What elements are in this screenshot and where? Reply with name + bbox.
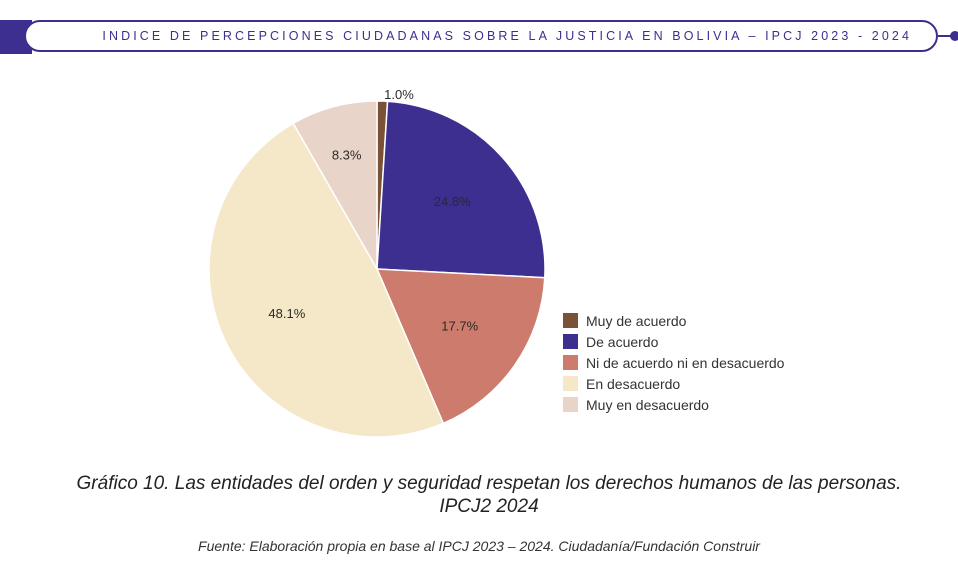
- legend-label: De acuerdo: [586, 333, 659, 350]
- chart-legend: Muy de acuerdo De acuerdo Ni de acuerdo ni…: [563, 310, 784, 415]
- legend-label: Ni de acuerdo ni en desacuerdo: [586, 354, 785, 371]
- pie-slice-muy-en-desacuerdo: [292, 100, 378, 272]
- legend-swatch: [563, 397, 578, 412]
- legend-swatch: [563, 313, 578, 328]
- legend-item: En desacuerdo: [563, 373, 784, 394]
- caption-text: Las entidades del orden y seguridad resp…: [169, 473, 902, 517]
- header-end-dot: [950, 31, 958, 41]
- legend-item: Muy en desacuerdo: [563, 394, 784, 415]
- legend-label: Muy en desacuerdo: [586, 396, 709, 413]
- legend-label: En desacuerdo: [586, 375, 681, 392]
- header-title: INDICE DE PERCEPCIONES CIUDADANAS SOBRE …: [102, 29, 912, 43]
- caption-label: Gráfico 10.: [76, 473, 170, 494]
- legend-item: Muy de acuerdo: [563, 310, 784, 331]
- pie-slice-en-desacuerdo: [208, 122, 445, 438]
- slice-data-label: 24.8%: [434, 194, 471, 209]
- legend-swatch: [563, 334, 578, 349]
- figure-caption: Gráfico 10. Las entidades del orden y se…: [60, 472, 918, 518]
- legend-item: De acuerdo: [563, 331, 784, 352]
- slice-data-label: 17.7%: [441, 319, 478, 334]
- source-note: Fuente: Elaboración propia en base al IP…: [0, 538, 958, 554]
- legend-item: Ni de acuerdo ni en desacuerdo: [563, 352, 784, 373]
- pie-chart: 1.0% 24.8% 17.7% 48.1% 8.3%: [208, 87, 546, 438]
- source-text: Elaboración propia en base al IPCJ 2023 …: [245, 538, 760, 554]
- pie-slice-de-acuerdo: [376, 100, 546, 279]
- legend-swatch: [563, 355, 578, 370]
- slice-data-label: 1.0%: [384, 87, 414, 102]
- legend-label: Muy de acuerdo: [586, 312, 687, 329]
- header-connector-line: [938, 35, 958, 37]
- slice-data-label: 8.3%: [332, 147, 362, 162]
- source-label: Fuente:: [198, 538, 246, 554]
- legend-swatch: [563, 376, 578, 391]
- pie-slice-ni-de-acuerdo-ni-en-desacuerdo: [375, 268, 546, 425]
- header-banner: INDICE DE PERCEPCIONES CIUDADANAS SOBRE …: [24, 20, 938, 52]
- slice-data-label: 48.1%: [268, 306, 305, 321]
